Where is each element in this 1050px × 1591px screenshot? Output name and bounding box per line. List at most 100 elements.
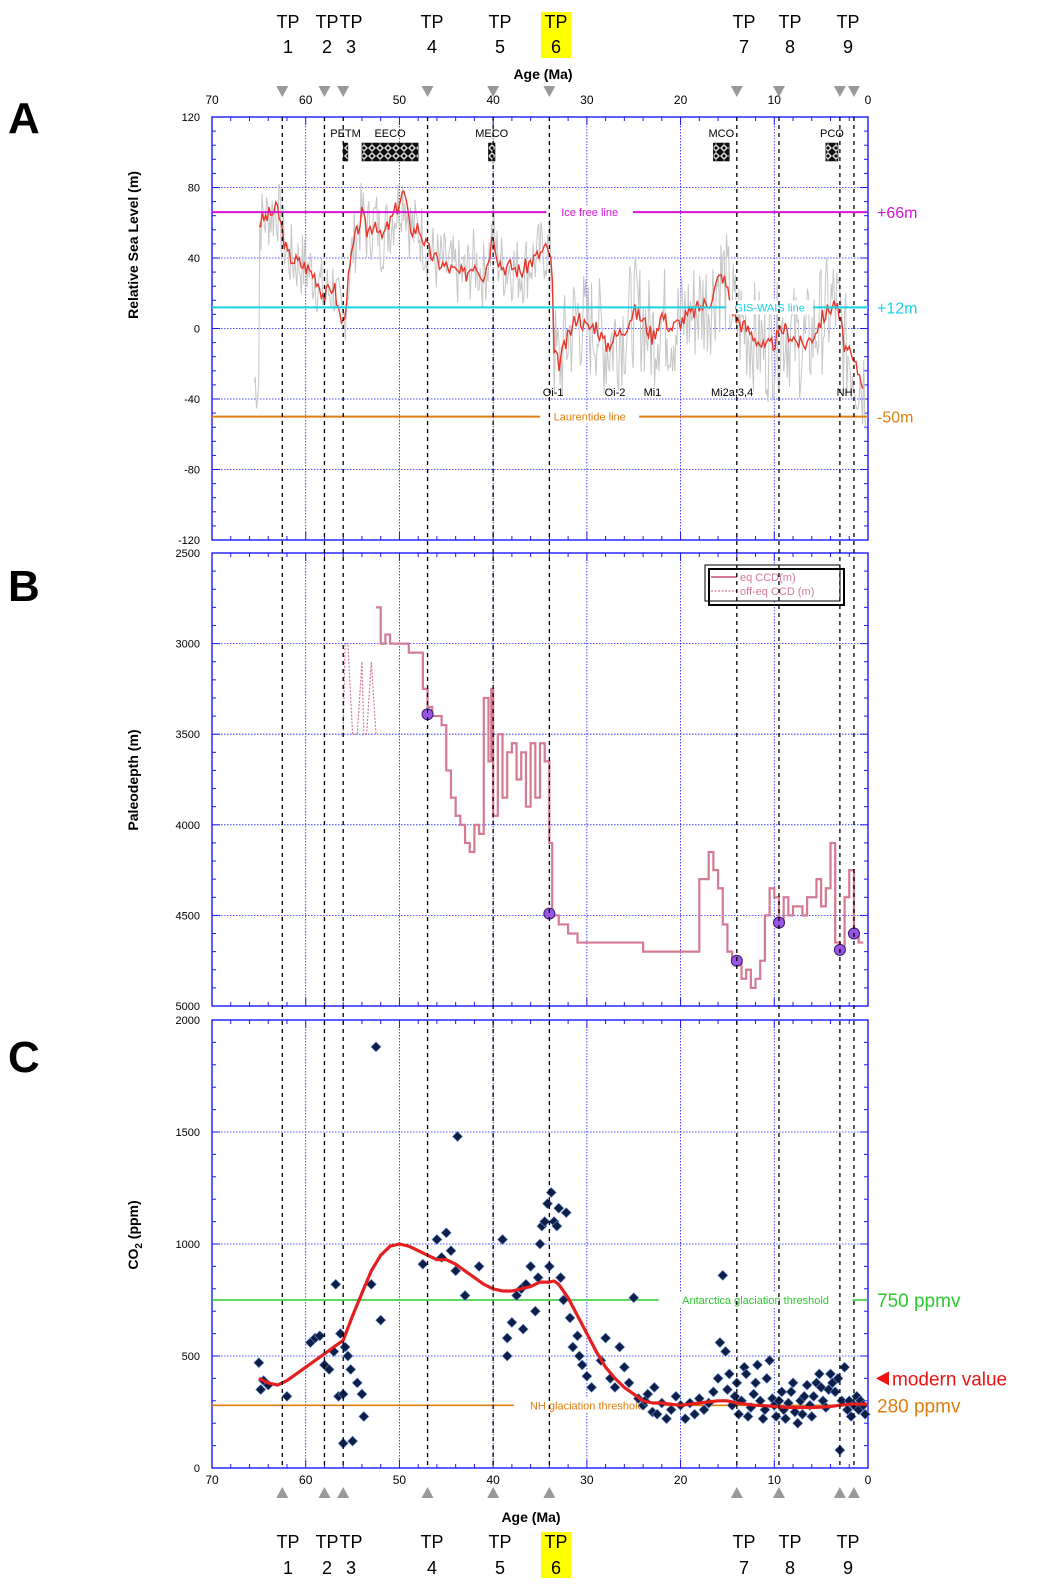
co2-data-point — [712, 1372, 724, 1384]
co2-data-point — [534, 1238, 546, 1250]
legend-label-eq: eq CCD(m) — [740, 572, 796, 584]
tp-number: 4 — [427, 37, 437, 57]
tp-marker-bottom — [421, 1487, 434, 1498]
tp-label: TP — [420, 12, 443, 32]
y-tick-label-a: -80 — [184, 465, 200, 477]
tp-marker-bottom — [847, 1487, 860, 1498]
tp-marker-bottom — [543, 1487, 556, 1498]
age-tick-label-top: 10 — [768, 93, 782, 107]
panel-label-b: B — [8, 562, 40, 611]
tp-number: 9 — [843, 37, 853, 57]
tipping-point-lines — [281, 117, 855, 1468]
tp-number: 3 — [346, 37, 356, 57]
tp-number: 9 — [843, 1558, 853, 1578]
reference-line-label: Laurentide line — [554, 412, 626, 424]
co2-data-point — [551, 1220, 563, 1232]
co2-data-point — [351, 1377, 363, 1389]
age-tick-label-top: 0 — [865, 93, 872, 107]
threshold-label-bg — [658, 1293, 853, 1307]
co2-data-point — [628, 1292, 640, 1304]
climate-event-box — [342, 142, 349, 162]
tp-number: 4 — [427, 1558, 437, 1578]
tp-number: 8 — [785, 1558, 795, 1578]
co2-data-point — [511, 1290, 522, 1301]
co2-data-point — [798, 1390, 810, 1402]
y-tick-label-c: 1500 — [176, 1127, 200, 1139]
age-axis-title-top: Age (Ma) — [513, 66, 572, 82]
co2-lowess-curve — [258, 1242, 868, 1410]
co2-data-point — [281, 1390, 293, 1402]
co2-data-point — [431, 1234, 443, 1245]
co2-data-point — [517, 1323, 529, 1335]
tp-label: TP — [778, 1532, 801, 1552]
legend-label-off-eq: off-eq CCD (m) — [740, 586, 814, 598]
co2-data-point — [740, 1368, 752, 1380]
co2-data-point — [473, 1260, 485, 1272]
y-tick-label-b: 4500 — [176, 910, 200, 922]
tp-label: TP — [315, 12, 338, 32]
age-tick-label-bottom: 10 — [768, 1473, 782, 1487]
reference-right-label: -50m — [877, 410, 913, 427]
tp-marker-bottom — [276, 1487, 289, 1498]
tp-label: TP — [488, 12, 511, 32]
tp-marker-top — [833, 86, 846, 97]
age-tick-label-top: 60 — [299, 93, 313, 107]
y-tick-label-c: 500 — [182, 1351, 200, 1363]
tp-marker-top — [337, 86, 350, 97]
co2-data-point — [723, 1368, 735, 1380]
co2-data-point — [707, 1386, 719, 1398]
co2-data-point — [576, 1359, 588, 1371]
tp-number: 6 — [551, 1558, 561, 1578]
co2-data-point — [497, 1234, 508, 1245]
sea-level-smoothed-curve — [258, 190, 864, 389]
co2-data-point — [255, 1384, 267, 1396]
co2-data-point — [722, 1384, 733, 1396]
tp-number: 6 — [551, 37, 561, 57]
reference-label-bg — [540, 409, 640, 424]
climate-event-label: EECO — [374, 128, 406, 140]
co2-data-point — [529, 1305, 541, 1317]
threshold-label: Antarctica glaciation threshold — [682, 1295, 829, 1307]
glaciation-event-label: Mi1 — [644, 387, 662, 399]
ccd-eq-line — [376, 606, 864, 989]
age-tick-label-bottom: 70 — [205, 1473, 219, 1487]
y-tick-label-b: 4000 — [176, 820, 200, 832]
age-tick-label-top: 50 — [393, 93, 407, 107]
co2-data-point — [757, 1413, 769, 1425]
tp-highlight — [541, 1532, 571, 1578]
glaciation-event-label: NH — [837, 387, 853, 399]
co2-data-point — [572, 1330, 583, 1342]
co2-data-point — [742, 1411, 754, 1422]
age-tick-label-top: 70 — [205, 93, 219, 107]
co2-data-point — [665, 1404, 677, 1416]
y-tick-label-a: -120 — [178, 535, 200, 547]
ccd-legend-shadow — [708, 568, 845, 606]
y-tick-label-a: 0 — [194, 324, 200, 336]
co2-data-point — [776, 1386, 788, 1398]
reference-label-bg — [546, 205, 633, 220]
age-tick-label-bottom: 20 — [674, 1473, 688, 1487]
tp-marker-top — [847, 86, 860, 97]
tp-label: TP — [836, 1532, 859, 1552]
glaciation-event-label: Oi-2 — [605, 387, 626, 399]
co2-data-point — [323, 1364, 335, 1375]
co2-data-point — [764, 1355, 776, 1366]
climate-event-label: MCO — [709, 128, 735, 140]
threshold-label: NH glaciation threshold — [530, 1400, 644, 1412]
panel-frames: 12080400-40-80-1202500300035004000450050… — [176, 93, 872, 1487]
co2-data-point — [506, 1316, 518, 1328]
panel-label-c: C — [8, 1033, 40, 1082]
tp-number: 7 — [739, 1558, 749, 1578]
panel-c-ylabel: CO2 (ppm) — [125, 1200, 145, 1269]
co2-data-point — [573, 1350, 585, 1362]
tp-number: 8 — [785, 37, 795, 57]
climate-event-label: PETM — [330, 128, 361, 140]
y-tick-label-b: 3500 — [176, 729, 200, 741]
tp-marker-bottom — [487, 1487, 500, 1498]
ccd-legend-box — [704, 564, 841, 602]
co2-data-point — [375, 1314, 387, 1326]
climate-event-box — [361, 142, 419, 162]
co2-data-point — [761, 1372, 773, 1384]
y-tick-label-a: 40 — [188, 253, 200, 265]
